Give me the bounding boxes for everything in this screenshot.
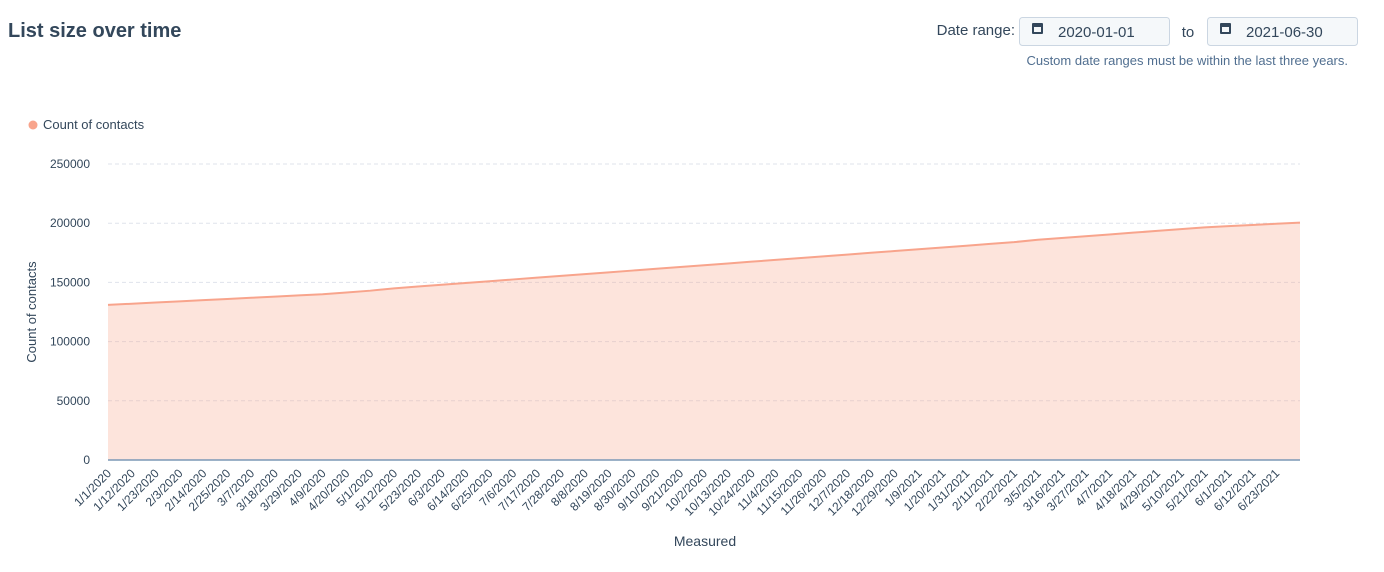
end-date-input[interactable] bbox=[1207, 17, 1358, 46]
page-title: List size over time bbox=[8, 20, 181, 42]
x-axis-title: Measured bbox=[674, 533, 736, 549]
to-label: to bbox=[1182, 24, 1195, 41]
date-note: Custom date ranges must be within the la… bbox=[1026, 53, 1348, 68]
calendar-icon bbox=[1220, 23, 1231, 34]
date-range-label: Date range: bbox=[937, 22, 1015, 39]
legend-marker bbox=[28, 120, 38, 130]
legend-label: Count of contacts bbox=[43, 117, 145, 132]
y-tick-label: 0 bbox=[83, 453, 90, 467]
y-tick-label: 50000 bbox=[57, 394, 91, 408]
y-tick-label: 250000 bbox=[50, 157, 90, 171]
area bbox=[108, 222, 1300, 460]
y-tick-label: 150000 bbox=[50, 275, 90, 289]
y-tick-label: 100000 bbox=[50, 335, 90, 349]
line bbox=[107, 221, 1301, 306]
start-date-input[interactable] bbox=[1019, 17, 1170, 46]
y-tick-label: 200000 bbox=[50, 216, 90, 230]
calendar-icon bbox=[1032, 23, 1043, 34]
start-date[interactable]: 2020-01-01 bbox=[1058, 24, 1135, 41]
y-axis-title: Count of contacts bbox=[24, 261, 39, 363]
end-date[interactable]: 2021-06-30 bbox=[1246, 24, 1323, 41]
